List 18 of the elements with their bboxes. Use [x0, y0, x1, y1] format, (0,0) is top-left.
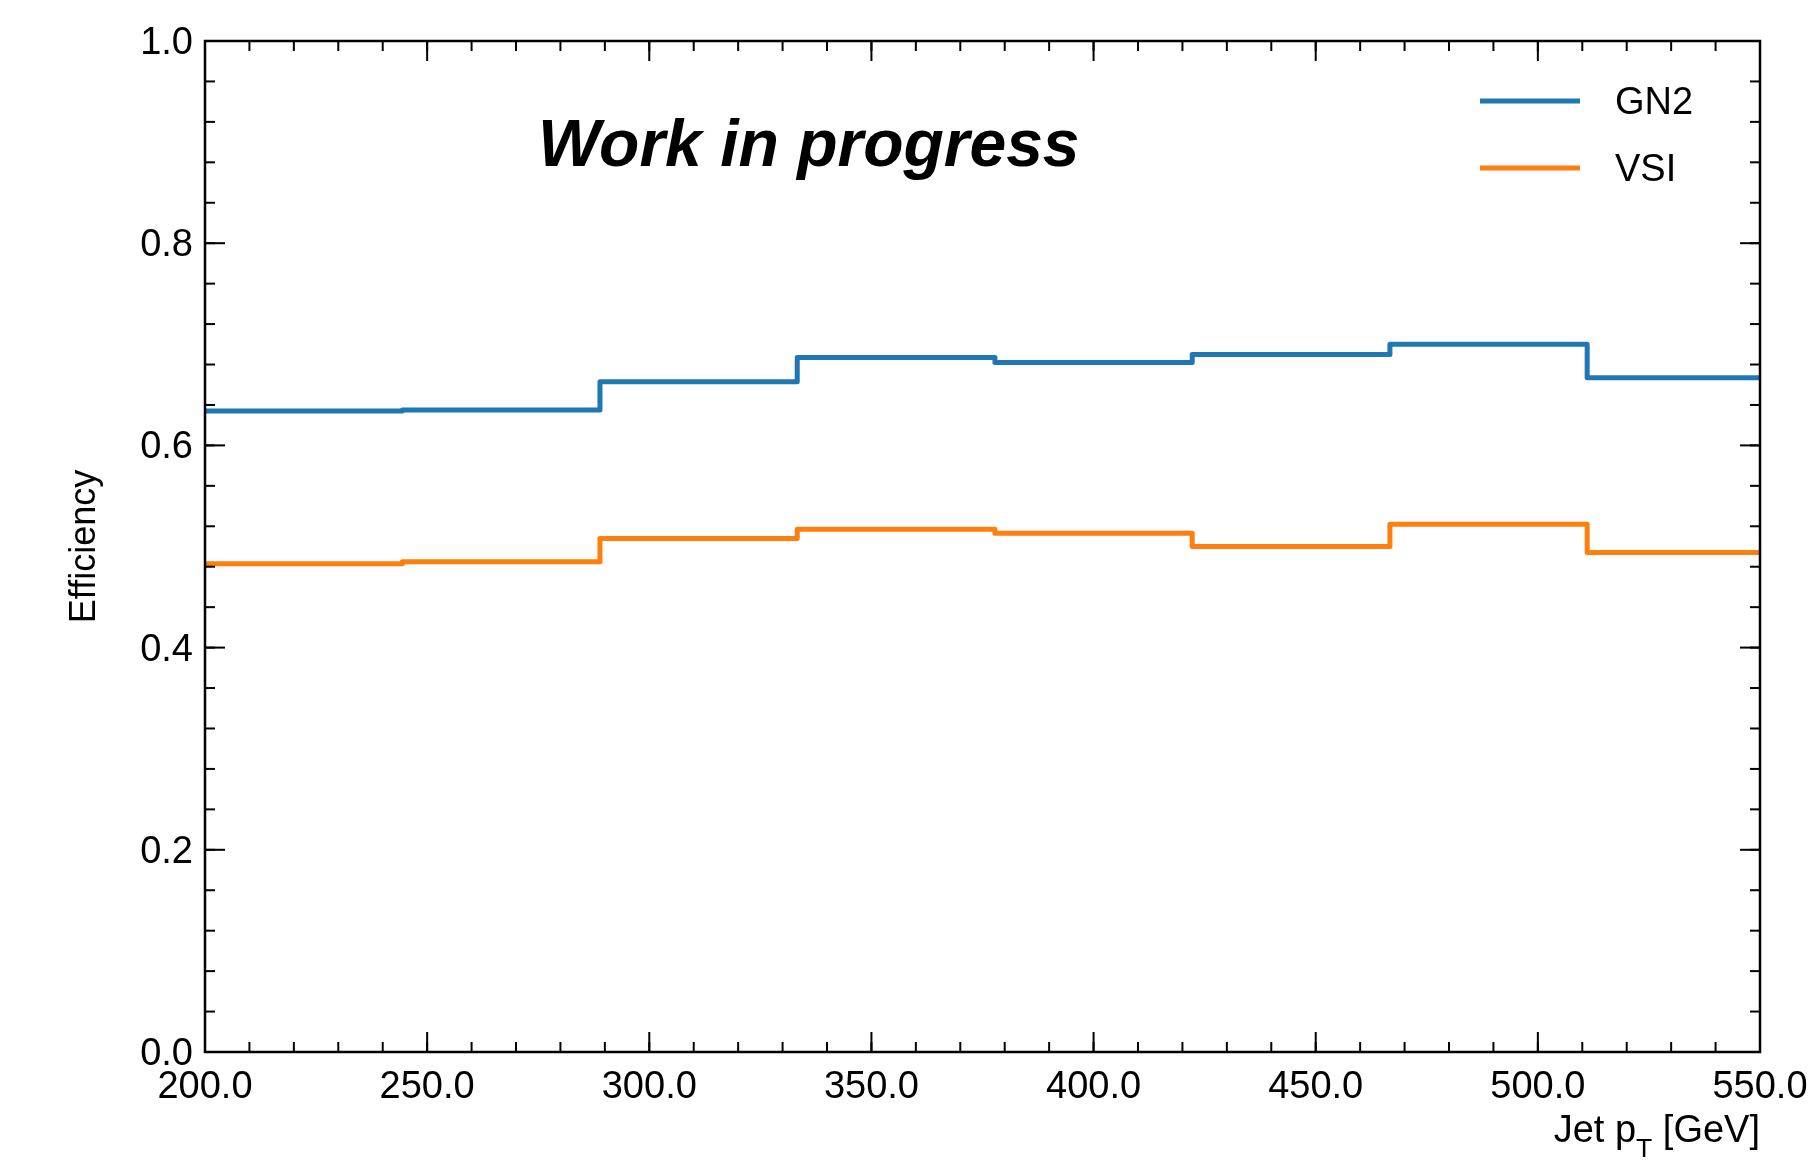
- x-tick-label: 300.0: [601, 1064, 697, 1106]
- x-tick-label: 250.0: [379, 1064, 475, 1106]
- y-tick-label: 0.2: [140, 828, 193, 871]
- legend-label: VSI: [1615, 147, 1677, 189]
- x-axis-title: Jet p$_{T}$ [GeV]: [1553, 1108, 1760, 1163]
- x-tick-label: 350.0: [823, 1064, 919, 1106]
- x-tick-label: 500.0: [1490, 1064, 1586, 1106]
- y-axis-title: Efficiency: [62, 469, 103, 624]
- x-tick-label: 550.0: [1712, 1064, 1808, 1106]
- y-tick-label: 1.0: [140, 20, 193, 62]
- x-tick-label: 200.0: [157, 1064, 253, 1106]
- x-tick-label: 450.0: [1268, 1064, 1364, 1106]
- legend-label: GN2: [1615, 80, 1694, 122]
- annotation: Work in progress: [538, 106, 1080, 180]
- y-tick-label: 0.8: [140, 222, 193, 265]
- y-tick-label: 0.4: [140, 626, 193, 669]
- x-tick-label: 400.0: [1046, 1064, 1142, 1106]
- y-tick-label: 0.6: [140, 424, 193, 467]
